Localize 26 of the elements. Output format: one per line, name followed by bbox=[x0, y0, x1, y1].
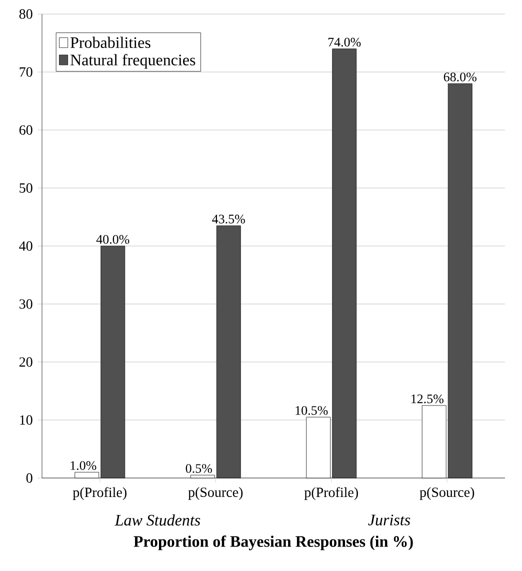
data-label: 1.0% bbox=[70, 461, 96, 470]
data-label: 12.5% bbox=[411, 394, 444, 404]
y-tick-label: 50 bbox=[20, 183, 32, 193]
data-label: 68.0% bbox=[444, 72, 476, 82]
data-label: 40.0% bbox=[96, 234, 130, 244]
y-tick-label: 0 bbox=[26, 473, 32, 483]
y-tick-label: 20 bbox=[19, 357, 32, 367]
x-tick-label: p(Profile) bbox=[304, 487, 358, 500]
y-tick-label: 80 bbox=[19, 9, 32, 19]
x-tick-label: p(Source) bbox=[188, 487, 243, 500]
text: Jurists bbox=[368, 514, 410, 526]
legend-label: Natural frequencies bbox=[70, 54, 196, 69]
data-label: 10.5% bbox=[296, 406, 328, 415]
x-tick-label: p(Source) bbox=[420, 487, 474, 500]
data-label: 0.5% bbox=[186, 464, 212, 473]
x-axis-title: Proportion of Bayesian Responses (in %) bbox=[134, 536, 413, 550]
data-label: 43.5% bbox=[212, 214, 245, 224]
y-tick-label: 30 bbox=[20, 299, 32, 309]
y-tick-label: 70 bbox=[20, 67, 32, 77]
data-label: 74.0% bbox=[328, 38, 361, 47]
y-tick-label: 10 bbox=[20, 415, 32, 425]
legend-label: Probabilities bbox=[70, 36, 150, 48]
text: Law Students bbox=[114, 514, 200, 526]
y-tick-label: 60 bbox=[19, 125, 32, 135]
y-tick-label: 40 bbox=[19, 241, 32, 251]
x-tick-label: p(Profile) bbox=[72, 487, 126, 500]
